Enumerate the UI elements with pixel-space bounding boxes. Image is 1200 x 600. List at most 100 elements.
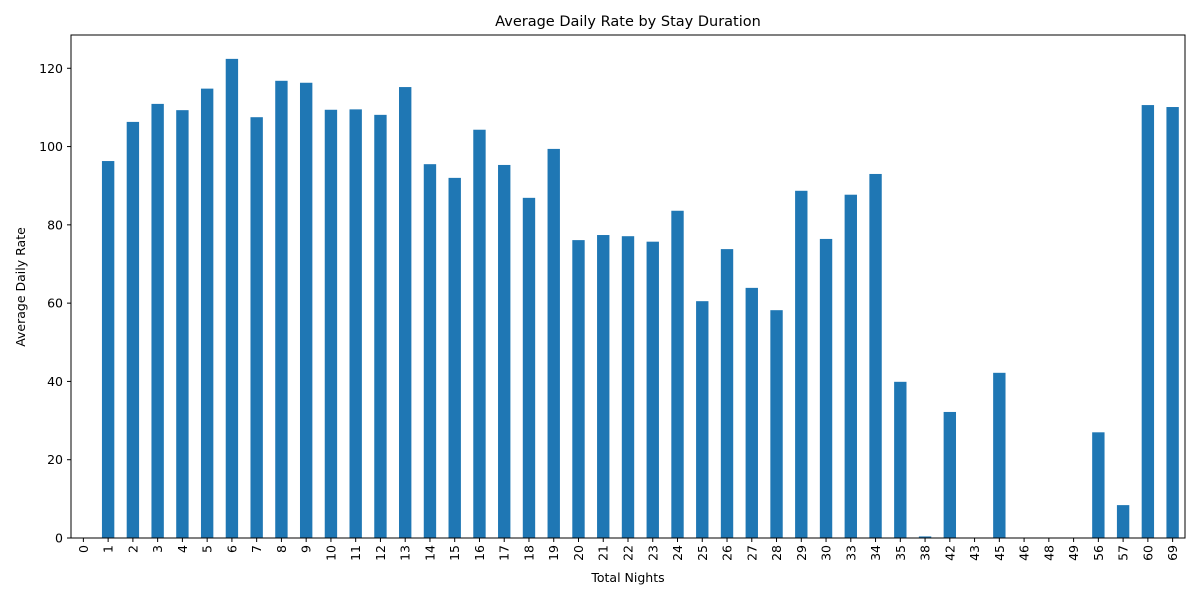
x-tick-label: 17 <box>497 545 512 561</box>
bar-8 <box>275 80 288 538</box>
x-tick-label: 60 <box>1140 545 1155 561</box>
x-tick-label: 30 <box>819 545 834 561</box>
x-tick-label: 7 <box>249 545 264 553</box>
bar-18 <box>522 197 536 538</box>
bar-11 <box>349 109 362 539</box>
y-tick-label: 0 <box>55 531 63 546</box>
x-tick-label: 45 <box>992 545 1007 561</box>
x-tick-label: 12 <box>373 545 388 561</box>
x-tick-label: 48 <box>1041 545 1056 561</box>
x-tick-label: 14 <box>422 545 437 561</box>
x-tick-label: 21 <box>596 545 611 561</box>
bar-14 <box>423 164 437 538</box>
bar-2 <box>126 121 140 539</box>
x-tick-label: 6 <box>224 545 239 553</box>
bar-23 <box>646 241 659 538</box>
bar-1 <box>101 161 115 538</box>
x-tick-label: 33 <box>843 545 858 561</box>
x-tick-label: 15 <box>447 545 462 561</box>
y-axis: 0 20 40 60 80 100 120 <box>39 61 71 546</box>
x-tick-label: 34 <box>868 545 883 561</box>
x-tick-label: 25 <box>695 545 710 561</box>
x-axis-label: Total Nights <box>590 570 664 585</box>
x-tick-label: 29 <box>794 545 809 561</box>
x-tick-label: 35 <box>893 545 908 561</box>
x-tick-label: 0 <box>76 545 91 553</box>
chart-title: Average Daily Rate by Stay Duration <box>495 14 761 30</box>
x-tick-label: 16 <box>472 545 487 561</box>
bar-25 <box>696 301 709 538</box>
bar-19 <box>547 148 560 539</box>
y-tick-label: 80 <box>47 217 63 232</box>
x-tick-label: 49 <box>1066 545 1081 561</box>
bar-15 <box>448 177 461 538</box>
bar-6 <box>225 58 239 539</box>
bar-35 <box>894 381 907 538</box>
bar-12 <box>374 114 387 538</box>
bar-57 <box>1116 505 1130 538</box>
y-tick-label: 100 <box>39 139 63 154</box>
bar-3 <box>151 103 164 539</box>
x-axis: 0 1 2 3 4 5 6 7 8 9 10 11 12 13 14 15 16 17 18 19 20 21 22 23 24… <box>76 538 1180 561</box>
bar-22 <box>621 236 635 538</box>
bar-60 <box>1141 105 1155 539</box>
bar-45 <box>993 372 1006 538</box>
x-tick-label: 38 <box>918 545 933 561</box>
bars-group <box>101 58 1179 539</box>
x-tick-label: 28 <box>769 545 784 561</box>
x-tick-label: 22 <box>621 545 636 561</box>
x-tick-label: 26 <box>720 545 735 561</box>
bar-27 <box>745 287 758 538</box>
x-tick-label: 57 <box>1116 545 1131 561</box>
bar-10 <box>324 109 338 538</box>
y-tick-label: 20 <box>47 452 63 467</box>
bar-24 <box>671 210 684 539</box>
bar-13 <box>399 87 412 539</box>
x-tick-label: 23 <box>645 545 660 561</box>
bar-34 <box>869 173 882 538</box>
x-tick-label: 2 <box>125 545 140 553</box>
bar-38 <box>918 536 932 538</box>
x-tick-label: 1 <box>101 545 116 553</box>
bar-16 <box>473 129 486 539</box>
bar-17 <box>498 164 511 538</box>
y-tick-label: 120 <box>39 61 63 76</box>
x-tick-label: 19 <box>546 545 561 561</box>
y-axis-label: Average Daily Rate <box>13 227 28 347</box>
bar-4 <box>176 110 189 538</box>
bar-28 <box>770 310 783 538</box>
bar-7 <box>250 117 263 538</box>
bar-26 <box>720 249 734 539</box>
x-tick-label: 56 <box>1091 545 1106 561</box>
x-tick-label: 27 <box>744 545 759 561</box>
x-tick-label: 43 <box>967 545 982 561</box>
bar-29 <box>795 190 808 538</box>
bar-5 <box>200 88 214 539</box>
x-tick-label: 9 <box>299 545 314 553</box>
y-tick-label: 60 <box>47 296 63 311</box>
x-tick-label: 8 <box>274 545 289 553</box>
bar-20 <box>572 240 585 539</box>
x-tick-label: 5 <box>200 545 215 553</box>
x-tick-label: 3 <box>150 545 165 553</box>
bar-42 <box>943 411 957 538</box>
bar-56 <box>1092 432 1105 538</box>
x-tick-label: 4 <box>175 545 190 553</box>
bar-9 <box>299 82 313 538</box>
x-tick-label: 13 <box>398 545 413 561</box>
bar-30 <box>819 238 833 539</box>
x-tick-label: 24 <box>670 545 685 561</box>
x-tick-label: 42 <box>942 545 957 561</box>
bar-69 <box>1166 107 1179 538</box>
x-tick-label: 11 <box>348 545 363 561</box>
bar-33 <box>844 194 857 538</box>
x-tick-label: 69 <box>1165 545 1180 561</box>
x-tick-label: 10 <box>323 545 338 561</box>
plot-frame <box>70 34 1186 539</box>
bar-21 <box>597 235 610 538</box>
x-tick-label: 18 <box>521 545 536 561</box>
y-tick-label: 40 <box>47 374 63 389</box>
x-tick-label: 20 <box>571 545 586 561</box>
